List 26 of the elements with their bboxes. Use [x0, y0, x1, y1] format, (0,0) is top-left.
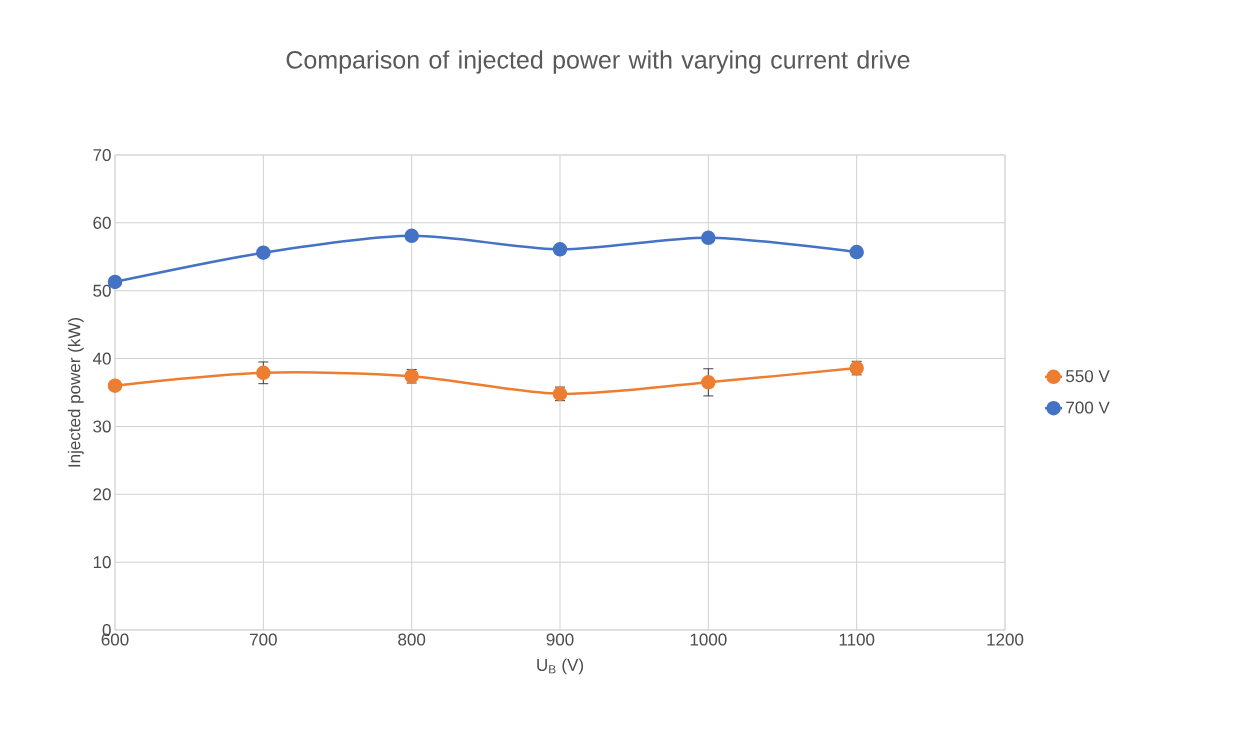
y-tick-label: 70 [93, 148, 111, 162]
y-tick-label: 40 [92, 352, 111, 365]
legend-label: 550 V [1066, 370, 1110, 383]
legend-label: 700 V [1066, 401, 1110, 414]
x-tick-label: 700 [250, 633, 277, 646]
point [701, 230, 716, 246]
point [701, 375, 716, 390]
point [107, 378, 123, 393]
point [552, 242, 568, 257]
point [849, 244, 864, 260]
y-tick-label: 50 [93, 284, 111, 297]
x-tick-label: 800 [398, 633, 426, 646]
point [256, 245, 271, 260]
y-tick-label: 20 [93, 488, 111, 501]
x-tick-label: 1000 [690, 633, 727, 646]
point [256, 365, 271, 381]
y-tick-label: 10 [93, 556, 111, 569]
x-tick-label: 1200 [987, 633, 1024, 646]
point [404, 228, 419, 243]
y-axis-title: Injected power (kW) [67, 318, 84, 467]
x-tick-label: 1100 [839, 633, 875, 646]
y-tick-label: 60 [93, 216, 111, 229]
x-axis-title: U$_{B}$ (V) [537, 658, 583, 675]
y-tick-label: 30 [93, 420, 111, 433]
x-tick-label: 900 [546, 633, 574, 646]
chart-title: Comparison of injected power with varying current drive [286, 50, 910, 74]
